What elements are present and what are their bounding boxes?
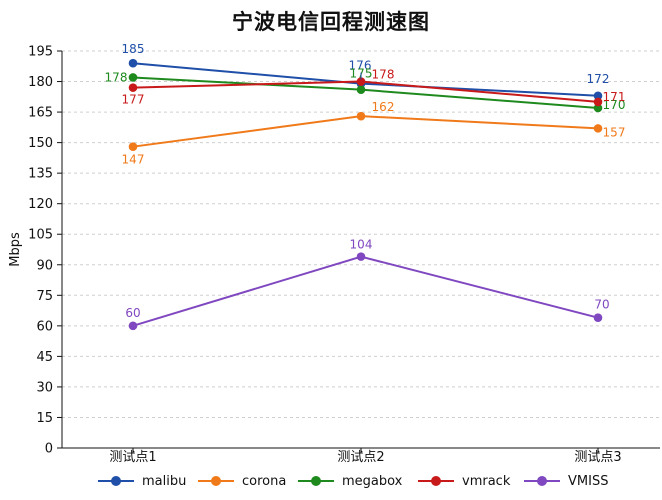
y-tick-label: 15 xyxy=(36,411,53,426)
y-tick-label: 150 xyxy=(28,136,53,151)
legend-item-megabox: megabox xyxy=(298,470,402,492)
legend-swatch xyxy=(198,474,234,488)
y-tick-label: 45 xyxy=(36,350,53,365)
legend-label: vmrack xyxy=(462,473,511,489)
legend-swatch xyxy=(418,474,454,488)
data-point-malibu xyxy=(128,58,138,68)
series-line-VMISS xyxy=(132,255,599,327)
legend-item-VMISS: VMISS xyxy=(524,470,608,492)
data-point-corona xyxy=(128,142,138,151)
data-point-vmrack xyxy=(128,83,138,92)
data-label-VMISS: 104 xyxy=(350,238,373,252)
x-tick-label: 测试点1 xyxy=(109,450,156,465)
y-axis-label: Mbps xyxy=(8,232,23,267)
legend-item-corona: corona xyxy=(198,470,286,492)
data-label-vmrack: 177 xyxy=(122,93,145,107)
legend-item-vmrack: vmrack xyxy=(418,470,510,492)
y-tick-label: 105 xyxy=(28,228,53,243)
y-tick-label: 135 xyxy=(28,167,53,182)
data-label-megabox: 170 xyxy=(603,98,626,112)
x-tick-label: 测试点2 xyxy=(337,450,384,465)
data-label-VMISS: 70 xyxy=(594,298,609,312)
legend: malibu corona megabox vmrack VMISS xyxy=(0,470,662,492)
line-chart: 0 15 30 45 60 75 90 105 120 135 150 165 180 195 测试点1 测试… xyxy=(8,42,660,465)
data-label-corona: 147 xyxy=(122,153,145,167)
data-point-megabox xyxy=(128,73,138,82)
data-label-megabox: 178 xyxy=(105,70,128,84)
data-point-VMISS xyxy=(128,321,138,331)
legend-swatch xyxy=(524,474,560,488)
y-tick-label: 180 xyxy=(28,75,53,90)
data-label-corona: 162 xyxy=(372,100,395,114)
data-label-malibu: 176 xyxy=(349,59,372,73)
legend-label: VMISS xyxy=(568,473,609,489)
data-label-vmrack: 178 xyxy=(372,68,395,82)
data-label-malibu: 185 xyxy=(122,42,145,56)
y-tick-label: 0 xyxy=(45,442,53,457)
data-point-megabox xyxy=(356,85,366,94)
series-line-corona xyxy=(132,115,599,148)
legend-swatch xyxy=(98,474,134,488)
data-label-malibu: 172 xyxy=(587,72,610,86)
data-label-vmrack: 171 xyxy=(603,90,626,104)
data-point-corona xyxy=(593,124,603,133)
legend-label: megabox xyxy=(342,473,403,489)
data-point-malibu xyxy=(593,91,603,101)
x-tick-label: 测试点3 xyxy=(574,450,621,465)
data-point-corona xyxy=(356,111,366,121)
data-point-VMISS xyxy=(593,313,603,323)
y-tick-label: 120 xyxy=(28,197,53,212)
y-tick-label: 195 xyxy=(28,45,53,60)
data-point-VMISS xyxy=(356,252,366,261)
chart-title: 宁波电信回程测速图 xyxy=(232,10,430,34)
y-tick-label: 75 xyxy=(36,289,53,304)
legend-label: malibu xyxy=(142,473,187,489)
legend-label: corona xyxy=(242,473,287,489)
legend-item-malibu: malibu xyxy=(98,470,186,492)
legend-swatch xyxy=(298,474,334,488)
data-point-megabox xyxy=(593,103,603,113)
data-point-vmrack xyxy=(356,77,366,86)
y-tick-label: 90 xyxy=(36,258,53,273)
y-tick-label: 165 xyxy=(28,106,53,121)
data-label-corona: 157 xyxy=(603,125,626,139)
y-tick-label: 30 xyxy=(36,380,53,395)
data-label-VMISS: 60 xyxy=(125,306,140,320)
data-point-vmrack xyxy=(593,97,603,107)
y-tick-label: 60 xyxy=(36,319,53,334)
